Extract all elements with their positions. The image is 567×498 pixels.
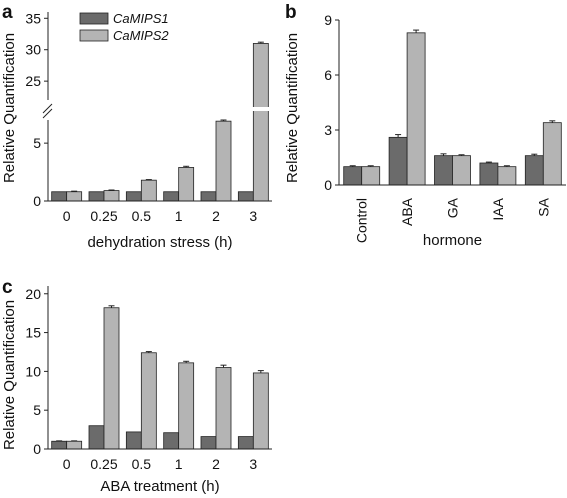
y-tick-label-0: 0: [324, 177, 332, 193]
x-tick-label-2: 2: [212, 208, 220, 224]
panel-c: c 0 5 10 15 20 0 0.25 0.5 1 2 3 ABA treatment (h) Re…: [1, 277, 272, 495]
x-tick-label-Control: Control: [354, 198, 370, 243]
x-tick-label-0.5: 0.5: [132, 456, 152, 472]
y-tick-label-3: 3: [324, 122, 332, 138]
x-tick-label-GA: GA: [445, 197, 461, 218]
panel-c-letter: c: [2, 277, 13, 298]
bar-CaMIPS1-2: [200, 191, 217, 202]
panel-a-marks: 0 5 25 30 35 0 0.25 0.5 1 2 3 dehydration stress (h…: [1, 10, 272, 251]
x-tick-label-0: 0: [63, 456, 71, 472]
bar-CaMIPS1-IAA: [479, 162, 499, 186]
panel-c-marks: 0 5 10 15 20 0 0.25 0.5 1 2 3 ABA treatment (h) Rela…: [1, 286, 272, 495]
y-tick-label-10: 10: [25, 363, 41, 379]
y-tick-label-9: 9: [324, 12, 332, 28]
legend-swatch-CaMIPS1: [79, 12, 109, 25]
x-tick-label-IAA: IAA: [490, 197, 506, 220]
x-tick-label-0: 0: [63, 208, 71, 224]
bar-CaMIPS1-2: [200, 436, 217, 450]
bar-CaMIPS2-1: [178, 167, 195, 202]
bar-CaMIPS2-0.5: [140, 179, 157, 202]
bar-CaMIPS1-0.25: [88, 425, 105, 450]
bar-CaMIPS1-Control: [343, 166, 363, 186]
panel-b-marks: 0 3 6 9 Control ABA GA IAA SA hormone Relative Qua…: [284, 12, 566, 249]
bar-CaMIPS2-SA: [542, 122, 562, 186]
x-axis-title: hormone: [423, 232, 482, 249]
panel-a: a 0 5 25 30 35 0 0.25 0.5 1 2 3 dehydration stress …: [1, 2, 272, 251]
bar-CaMIPS1-0.5: [125, 191, 142, 202]
x-tick-label-0.25: 0.25: [90, 456, 117, 472]
y-tick-label-25: 25: [25, 73, 41, 89]
bar-CaMIPS2-GA: [452, 155, 471, 186]
legend: CaMIPS1 CaMIPS2: [79, 11, 169, 43]
bar-CaMIPS2-ABA: [406, 32, 426, 186]
bar-CaMIPS2-2: [215, 367, 232, 450]
bar-CaMIPS2-3: [252, 372, 269, 450]
y-tick-label-6: 6: [324, 67, 332, 83]
bar-CaMIPS2-2: [215, 120, 232, 202]
bar-CaMIPS2-0.5: [140, 352, 157, 450]
y-tick-label-20: 20: [25, 286, 41, 302]
bar-CaMIPS1-3: [237, 191, 254, 202]
y-axis-title: Relative Quantification: [284, 33, 301, 183]
bar-CaMIPS1-0.25: [88, 191, 105, 202]
legend-swatch-CaMIPS2: [79, 29, 109, 42]
y-tick-label-15: 15: [25, 325, 41, 341]
bar-CaMIPS1-GA: [434, 155, 453, 186]
y-axis-title: Relative Quantification: [1, 33, 18, 183]
bar-CaMIPS2-1: [178, 362, 195, 450]
bar-CaMIPS2-3: [252, 43, 269, 202]
bar-CaMIPS2-IAA: [497, 166, 517, 186]
legend-label-CaMIPS2: CaMIPS2: [113, 28, 169, 43]
y-tick-label-5: 5: [33, 402, 41, 418]
panel-b-letter: b: [285, 2, 297, 23]
bar-CaMIPS1-1: [163, 191, 180, 202]
bar-CaMIPS2-0.25: [103, 307, 120, 450]
bar-CaMIPS1-0: [51, 440, 68, 450]
x-tick-label-1: 1: [175, 456, 183, 472]
bar-break-gap: [252, 107, 271, 111]
bar-CaMIPS1-SA: [524, 155, 544, 186]
bar-CaMIPS1-ABA: [388, 136, 408, 186]
bar-CaMIPS1-1: [163, 432, 180, 450]
bar-CaMIPS1-3: [237, 436, 254, 450]
x-tick-label-1: 1: [175, 208, 183, 224]
y-tick-label-35: 35: [25, 10, 41, 26]
bar-CaMIPS2-0.25: [103, 190, 120, 202]
axis-break-mark-1: [42, 103, 53, 114]
x-tick-label-0.25: 0.25: [90, 208, 117, 224]
panel-b: b 0 3 6 9 Control ABA GA IAA SA hormone Relative Q…: [284, 2, 566, 249]
bar-CaMIPS2-Control: [361, 166, 381, 186]
x-tick-label-3: 3: [249, 456, 257, 472]
x-tick-label-ABA: ABA: [399, 197, 415, 226]
legend-label-CaMIPS1: CaMIPS1: [113, 11, 169, 26]
bar-CaMIPS2-0: [66, 191, 83, 202]
x-tick-label-3: 3: [249, 208, 257, 224]
axis-break-mark-2: [42, 108, 53, 119]
x-axis-title: dehydration stress (h): [87, 234, 232, 251]
x-tick-label-0.5: 0.5: [132, 208, 152, 224]
y-tick-label-0: 0: [33, 441, 41, 457]
bar-CaMIPS1-0.5: [125, 431, 142, 450]
panel-a-letter: a: [2, 2, 13, 23]
x-tick-label-SA: SA: [535, 197, 551, 216]
y-tick-label-30: 30: [25, 42, 41, 58]
bar-CaMIPS2-0: [66, 440, 83, 450]
x-axis-title: ABA treatment (h): [100, 478, 219, 495]
x-tick-label-2: 2: [212, 456, 220, 472]
y-tick-label-0: 0: [33, 193, 41, 209]
bar-CaMIPS1-0: [51, 191, 68, 202]
y-axis-title: Relative Quantification: [1, 300, 18, 450]
y-tick-label-5: 5: [33, 135, 41, 151]
